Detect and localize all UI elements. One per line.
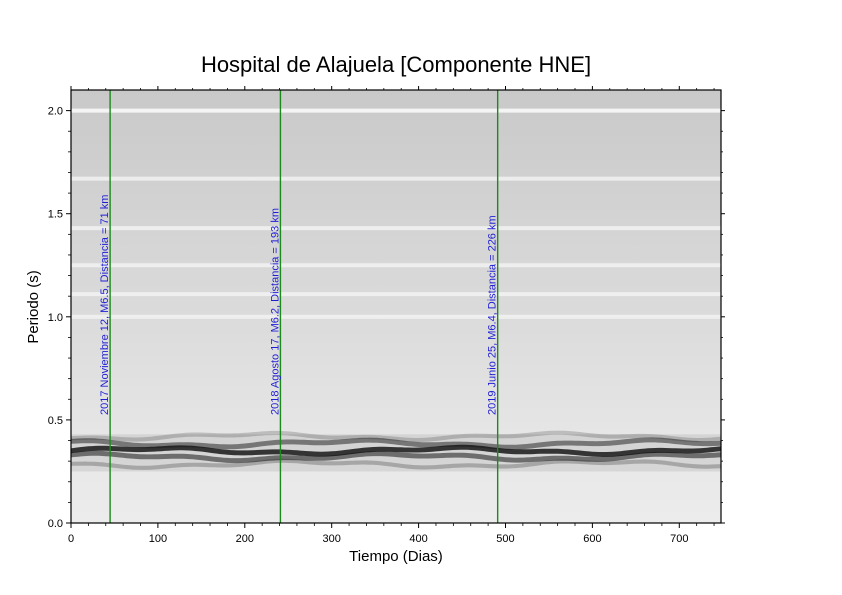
- event-label-2: 2018 Agosto 17, M6.2, Distancia = 193 km: [269, 208, 281, 415]
- event-lines: [109, 90, 499, 523]
- period-band-layer: [71, 458, 721, 470]
- light-band: [71, 263, 721, 268]
- light-band: [71, 226, 721, 231]
- event-annotations: 2017 Noviembre 12, M6.5, Distancia = 71 …: [99, 195, 499, 415]
- dominant-period-band: [71, 430, 721, 472]
- period-band-layer: [71, 430, 721, 443]
- y-tick-label: 1.5: [48, 209, 63, 221]
- x-tick-label: 200: [236, 533, 254, 545]
- x-tick-label: 300: [323, 533, 341, 545]
- x-axis-label: Tiempo (Dias): [349, 548, 443, 565]
- plot-frame: [70, 89, 722, 524]
- x-axis: 0 100 200 300 400 500 600 700: [68, 86, 715, 545]
- x-tick-label: 700: [670, 533, 688, 545]
- y-tick-label: 0.0: [48, 518, 63, 530]
- light-band: [71, 108, 721, 113]
- x-tick-label: 400: [409, 533, 427, 545]
- light-band: [71, 292, 721, 297]
- x-tick-label: 500: [496, 533, 514, 545]
- y-tick-label: 0.5: [48, 415, 63, 427]
- y-axis: 0.0 0.5 1.0 1.5 2.0: [48, 106, 725, 530]
- period-band-layer: [71, 444, 721, 457]
- event-label-3: 2019 Junio 25, M6.4, Distancia = 226 km: [487, 215, 499, 415]
- light-band: [71, 176, 721, 181]
- y-tick-label: 1.0: [48, 312, 63, 324]
- y-axis-label: Periodo (s): [25, 270, 42, 343]
- x-tick-label: 600: [583, 533, 601, 545]
- chart-title: Hospital de Alajuela [Componente HNE]: [201, 52, 591, 77]
- light-band: [71, 314, 721, 319]
- x-tick-label: 0: [68, 533, 74, 545]
- period-band-layer: [71, 437, 721, 450]
- period-band-halo: [71, 434, 721, 472]
- plot-area: [71, 90, 721, 523]
- light-bands: [71, 108, 721, 319]
- y-tick-label: 2.0: [48, 106, 63, 118]
- x-tick-label: 100: [149, 533, 167, 545]
- period-band-layer: [71, 450, 721, 464]
- event-label-1: 2017 Noviembre 12, M6.5, Distancia = 71 …: [99, 195, 111, 415]
